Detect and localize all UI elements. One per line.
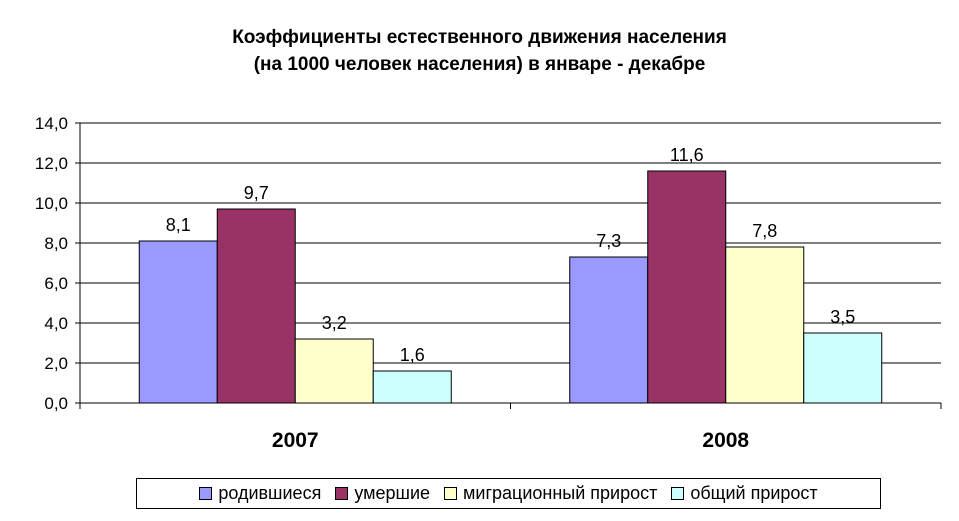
data-label: 3,2 — [322, 313, 347, 333]
legend-label: умершие — [354, 483, 431, 503]
bar — [647, 170, 727, 404]
legend-swatch — [335, 487, 349, 500]
data-label: 3,5 — [830, 307, 855, 327]
x-tick-label: 2008 — [702, 429, 749, 452]
y-tick-label: 14,0 — [35, 114, 68, 133]
chart-title: Коэффициенты естественного движения насе… — [0, 24, 959, 78]
legend-swatch — [671, 487, 685, 500]
y-tick-label: 0,0 — [44, 394, 68, 413]
bar — [216, 208, 296, 404]
y-tick-label: 6,0 — [44, 274, 68, 293]
legend-label: общий прирост — [690, 483, 818, 503]
legend-item: общий прирост — [671, 483, 818, 504]
y-tick-label: 8,0 — [44, 234, 68, 253]
data-label: 8,1 — [166, 215, 191, 235]
bar — [138, 240, 218, 404]
data-label: 11,6 — [670, 145, 704, 165]
legend-label: родившиеся — [218, 483, 322, 503]
chart-title-line-2: (на 1000 человек населения) в январе - д… — [253, 54, 706, 75]
legend-item: умершие — [335, 483, 430, 504]
y-tick-label: 12,0 — [35, 154, 68, 173]
bar — [725, 246, 805, 404]
bar — [294, 338, 374, 404]
legend-item: миграционный прирост — [444, 483, 657, 504]
legend-swatch — [199, 487, 213, 500]
x-tick-label: 2007 — [272, 429, 319, 452]
legend: родившиеся умершие миграционный прирост общ… — [136, 478, 881, 509]
y-tick-label: 2,0 — [44, 354, 68, 373]
chart-title-line-1: Коэффициенты естественного движения насе… — [232, 27, 727, 48]
bar — [803, 332, 883, 404]
legend-swatch — [444, 487, 458, 500]
y-tick-label: 4,0 — [44, 314, 68, 333]
legend-label: миграционный прирост — [463, 483, 658, 503]
data-label: 9,7 — [244, 183, 269, 203]
bar — [372, 370, 452, 404]
bar — [569, 256, 649, 404]
legend-item: родившиеся — [199, 483, 321, 504]
data-label: 7,3 — [596, 231, 621, 251]
data-label: 1,6 — [400, 345, 425, 365]
data-label: 7,8 — [752, 221, 777, 241]
y-tick-label: 10,0 — [35, 194, 68, 213]
